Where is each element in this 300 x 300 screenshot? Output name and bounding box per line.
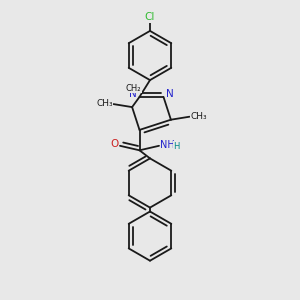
Text: N: N [129, 89, 137, 99]
Text: CH₃: CH₃ [190, 112, 207, 121]
Text: O: O [110, 139, 118, 149]
Text: Cl: Cl [145, 12, 155, 22]
Text: CH₂: CH₂ [126, 84, 141, 93]
Text: NH: NH [160, 140, 175, 150]
Text: H: H [173, 142, 180, 151]
Text: N: N [166, 89, 174, 99]
Text: CH₃: CH₃ [96, 99, 113, 108]
